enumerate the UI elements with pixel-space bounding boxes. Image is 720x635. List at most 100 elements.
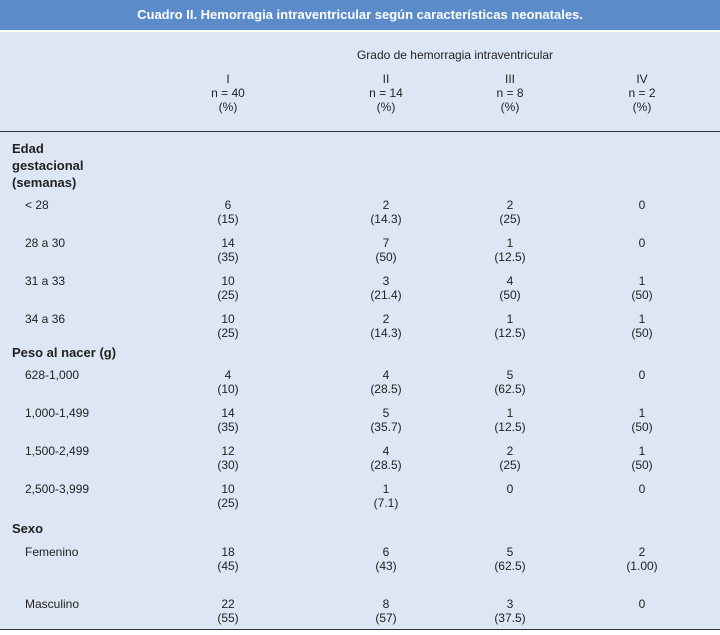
cell-percent: (62.5) xyxy=(494,559,526,573)
section-label: Peso al nacer (g) xyxy=(12,345,117,360)
cell-percent: (10) xyxy=(217,382,239,396)
cell-percent: (50) xyxy=(375,250,397,264)
row-label: Masculino xyxy=(25,597,80,611)
cell-count: 14 xyxy=(221,236,235,250)
cell-count: 1 xyxy=(382,482,390,496)
cell-percent: (43) xyxy=(375,559,397,573)
cell-count: 6 xyxy=(382,545,390,559)
cell-percent: (25) xyxy=(499,212,521,226)
cell-count: 3 xyxy=(382,274,390,288)
row-label: < 28 xyxy=(25,198,49,212)
row-label: Femenino xyxy=(25,545,79,559)
cell-percent: (25) xyxy=(217,496,239,510)
cell-percent: (1.00) xyxy=(626,559,658,573)
cell-percent: (50) xyxy=(631,326,653,340)
cell-percent: (45) xyxy=(217,559,239,573)
cell-percent: (12.5) xyxy=(494,250,526,264)
cell-percent: (12.5) xyxy=(494,420,526,434)
cell-percent: (62.5) xyxy=(494,382,526,396)
row-label: 1,000-1,499 xyxy=(25,406,90,420)
cell-count: 14 xyxy=(221,406,235,420)
cell-percent: (55) xyxy=(217,611,239,625)
cell-percent: (14.3) xyxy=(370,326,402,340)
cell-count: 7 xyxy=(382,236,390,250)
cell-count: 3 xyxy=(506,597,514,611)
cell-percent: (50) xyxy=(631,458,653,472)
cell-count: 22 xyxy=(221,597,235,611)
cell-count: 10 xyxy=(221,482,235,496)
title-bar xyxy=(0,0,720,30)
column-n: n = 8 xyxy=(496,86,524,100)
column-grade: IV xyxy=(636,72,648,86)
cell-count: 4 xyxy=(224,368,232,382)
header-rule xyxy=(0,131,720,132)
cell-count: 2 xyxy=(506,198,514,212)
cell-count: 5 xyxy=(506,368,514,382)
cell-count: 10 xyxy=(221,274,235,288)
column-n: n = 14 xyxy=(369,86,403,100)
cell-count: 0 xyxy=(638,236,646,250)
row-label: 31 a 33 xyxy=(25,274,66,288)
row-label: 628-1,000 xyxy=(25,368,80,382)
cell-count: 4 xyxy=(382,444,390,458)
cell-percent: (15) xyxy=(217,212,239,226)
section-label: Edad gestacional (semanas) xyxy=(12,141,84,190)
column-grade: III xyxy=(504,72,515,86)
cell-percent: (7.1) xyxy=(373,496,399,510)
cell-count: 1 xyxy=(638,312,646,326)
cell-percent: (28.5) xyxy=(370,458,402,472)
cell-count: 1 xyxy=(638,444,646,458)
cell-percent: (28.5) xyxy=(370,382,402,396)
column-grade: II xyxy=(382,72,390,86)
column-unit: (%) xyxy=(500,100,520,114)
column-grade: I xyxy=(226,72,230,86)
cell-count: 1 xyxy=(638,274,646,288)
cell-count: 1 xyxy=(638,406,646,420)
cell-count: 5 xyxy=(382,406,390,420)
cell-percent: (25) xyxy=(499,458,521,472)
cell-percent: (35) xyxy=(217,250,239,264)
column-unit: (%) xyxy=(376,100,396,114)
cell-count: 10 xyxy=(221,312,235,326)
cell-count: 1 xyxy=(506,406,514,420)
cell-percent: (50) xyxy=(499,288,521,302)
cell-percent: (50) xyxy=(631,288,653,302)
cell-count: 2 xyxy=(382,312,390,326)
cell-percent: (25) xyxy=(217,288,239,302)
cell-count: 2 xyxy=(506,444,514,458)
cell-count: 1 xyxy=(506,236,514,250)
row-label: 2,500-3,999 xyxy=(25,482,90,496)
cell-count: 0 xyxy=(638,198,646,212)
cell-count: 8 xyxy=(382,597,390,611)
row-label: 1,500-2,499 xyxy=(25,444,90,458)
cell-percent: (57) xyxy=(375,611,397,625)
row-label: 34 a 36 xyxy=(25,312,66,326)
cell-percent: (14.3) xyxy=(370,212,402,226)
cell-count: 18 xyxy=(221,545,235,559)
cell-count: 4 xyxy=(506,274,514,288)
cell-count: 0 xyxy=(638,482,646,496)
column-unit: (%) xyxy=(218,100,238,114)
cell-count: 0 xyxy=(638,368,646,382)
cell-percent: (21.4) xyxy=(370,288,402,302)
row-label: 28 a 30 xyxy=(25,236,66,250)
cell-count: 0 xyxy=(506,482,514,496)
cell-count: 2 xyxy=(638,545,646,559)
group-header: Grado de hemorragia intraventricular xyxy=(356,48,554,62)
column-unit: (%) xyxy=(632,100,652,114)
cell-count: 12 xyxy=(221,444,235,458)
cell-count: 1 xyxy=(506,312,514,326)
cell-percent: (50) xyxy=(631,420,653,434)
section-label: Sexo xyxy=(12,521,44,536)
column-n: n = 40 xyxy=(211,86,245,100)
cell-percent: (35) xyxy=(217,420,239,434)
cell-percent: (37.5) xyxy=(494,611,526,625)
cell-count: 0 xyxy=(638,597,646,611)
cell-count: 6 xyxy=(224,198,232,212)
cell-percent: (35.7) xyxy=(370,420,402,434)
title: Cuadro II. Hemorragia intraventricular s… xyxy=(137,7,583,22)
cell-count: 5 xyxy=(506,545,514,559)
column-n: n = 2 xyxy=(628,86,656,100)
cell-percent: (12.5) xyxy=(494,326,526,340)
